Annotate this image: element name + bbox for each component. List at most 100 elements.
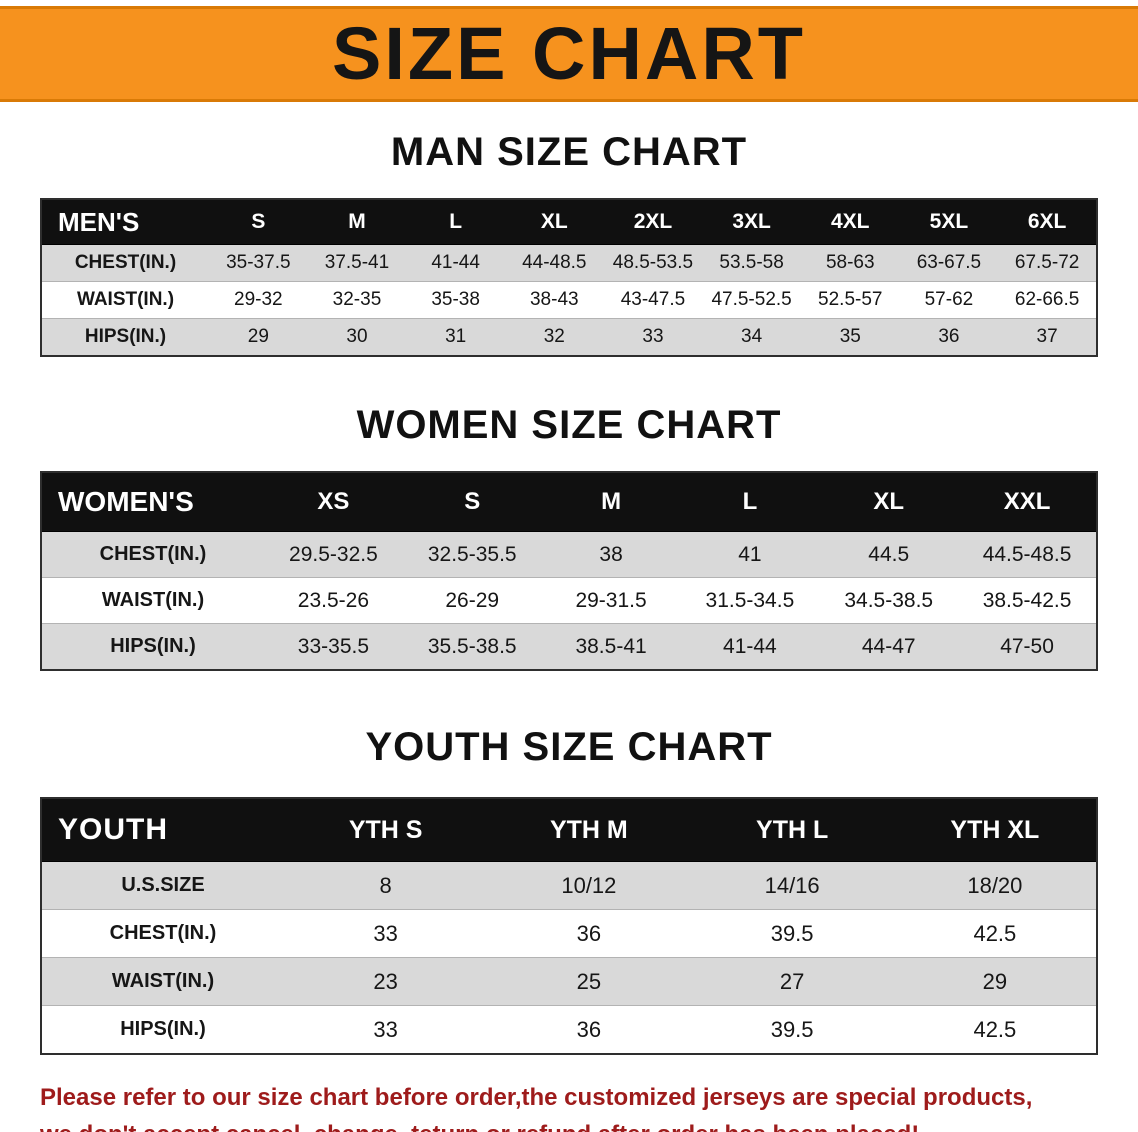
size-value-cell: 29 <box>209 318 308 357</box>
size-value-cell: 33 <box>284 1005 488 1055</box>
row-label-cell: HIPS(IN.) <box>41 1005 284 1055</box>
size-value-cell: 44.5-48.5 <box>958 531 1097 578</box>
size-column-header: L <box>680 472 820 532</box>
men-section-heading: MAN SIZE CHART <box>390 130 748 174</box>
size-value-cell: 42.5 <box>893 909 1097 958</box>
size-value-cell: 47.5-52.5 <box>702 281 801 319</box>
measurement-row: CHEST(IN.) 35-37.5 37.5-41 41-44 44-48.5 48.5… <box>41 244 1097 282</box>
size-value-cell: 29-31.5 <box>541 577 681 624</box>
size-value-cell: 30 <box>307 318 407 357</box>
men-size-table: MEN'S S M L XL 2XL 3XL 4XL 5XL 6XL CHEST(IN.) 35-37… <box>40 198 1098 357</box>
size-column-header: XL <box>819 472 959 532</box>
size-value-cell: 41-44 <box>680 623 820 671</box>
size-value-cell: 37 <box>998 318 1097 357</box>
size-value-cell: 52.5-57 <box>800 281 900 319</box>
size-value-cell: 44-48.5 <box>504 244 604 282</box>
size-column-header: YTH L <box>690 798 894 862</box>
size-column-header: S <box>402 472 542 532</box>
size-value-cell: 38.5-42.5 <box>958 577 1097 624</box>
measurement-row: U.S.SIZE 8 10/12 14/16 18/20 <box>41 861 1097 910</box>
table-title-cell: MEN'S <box>41 199 209 245</box>
size-value-cell: 44.5 <box>819 531 959 578</box>
size-value-cell: 32 <box>504 318 604 357</box>
size-value-cell: 23 <box>284 957 488 1006</box>
size-value-cell: 18/20 <box>893 861 1097 910</box>
measurement-row: HIPS(IN.) 33-35.5 35.5-38.5 38.5-41 41-44 44-… <box>41 623 1097 671</box>
banner: SIZE CHART <box>0 6 1138 102</box>
size-value-cell: 26-29 <box>402 577 542 624</box>
size-value-cell: 33 <box>284 909 488 958</box>
size-value-cell: 48.5-53.5 <box>603 244 703 282</box>
size-value-cell: 38.5-41 <box>541 623 681 671</box>
size-value-cell: 35-38 <box>406 281 505 319</box>
size-column-header: XL <box>504 199 604 245</box>
size-value-cell: 39.5 <box>690 1005 894 1055</box>
size-value-cell: 42.5 <box>893 1005 1097 1055</box>
size-value-cell: 31.5-34.5 <box>680 577 820 624</box>
size-value-cell: 67.5-72 <box>998 244 1097 282</box>
size-value-cell: 36 <box>487 1005 691 1055</box>
youth-size-table: YOUTH YTH S YTH M YTH L YTH XL U.S.SIZE 8 10/12… <box>40 797 1098 1055</box>
size-value-cell: 32.5-35.5 <box>402 531 542 578</box>
size-value-cell: 41-44 <box>406 244 505 282</box>
table-header-row: YOUTH YTH S YTH M YTH L YTH XL <box>41 798 1097 862</box>
size-value-cell: 33 <box>603 318 703 357</box>
size-value-cell: 35.5-38.5 <box>402 623 542 671</box>
size-value-cell: 35 <box>800 318 900 357</box>
table-header-row: MEN'S S M L XL 2XL 3XL 4XL 5XL 6XL <box>41 199 1097 245</box>
page-title: SIZE CHART <box>332 12 806 95</box>
row-label-cell: WAIST(IN.) <box>41 577 264 624</box>
size-column-header: 3XL <box>702 199 801 245</box>
measurement-row: HIPS(IN.) 33 36 39.5 42.5 <box>41 1005 1097 1055</box>
women-size-table: WOMEN'S XS S M L XL XXL CHEST(IN.) 29.5-32.5 32.5… <box>40 471 1098 671</box>
size-value-cell: 8 <box>284 861 488 910</box>
size-column-header: XXL <box>958 472 1097 532</box>
table-title-cell: WOMEN'S <box>41 472 264 532</box>
size-value-cell: 33-35.5 <box>264 623 403 671</box>
table-header-row: WOMEN'S XS S M L XL XXL <box>41 472 1097 532</box>
size-column-header: L <box>406 199 505 245</box>
size-value-cell: 41 <box>680 531 820 578</box>
measurement-row: WAIST(IN.) 29-32 32-35 35-38 38-43 43-47.5 47.… <box>41 281 1097 319</box>
size-value-cell: 63-67.5 <box>899 244 999 282</box>
size-column-header: 2XL <box>603 199 703 245</box>
size-column-header: S <box>209 199 308 245</box>
measurement-row: CHEST(IN.) 29.5-32.5 32.5-35.5 38 41 44.5 44.5… <box>41 531 1097 578</box>
size-value-cell: 58-63 <box>800 244 900 282</box>
size-value-cell: 62-66.5 <box>998 281 1097 319</box>
size-value-cell: 37.5-41 <box>307 244 407 282</box>
size-value-cell: 27 <box>690 957 894 1006</box>
size-value-cell: 39.5 <box>690 909 894 958</box>
size-value-cell: 44-47 <box>819 623 959 671</box>
size-value-cell: 10/12 <box>487 861 691 910</box>
row-label-cell: CHEST(IN.) <box>41 244 209 282</box>
size-value-cell: 29-32 <box>209 281 308 319</box>
size-value-cell: 14/16 <box>690 861 894 910</box>
size-column-header: YTH M <box>487 798 691 862</box>
size-value-cell: 25 <box>487 957 691 1006</box>
size-value-cell: 35-37.5 <box>209 244 308 282</box>
size-value-cell: 43-47.5 <box>603 281 703 319</box>
size-value-cell: 57-62 <box>899 281 999 319</box>
size-column-header: YTH S <box>284 798 488 862</box>
women-size-section: WOMEN SIZE CHART WOMEN'S XS S M L XL XXL CHEST(… <box>0 401 1138 671</box>
measurement-row: WAIST(IN.) 23.5-26 26-29 29-31.5 31.5-34.5 34… <box>41 577 1097 624</box>
table-title-cell: YOUTH <box>41 798 284 862</box>
size-value-cell: 36 <box>487 909 691 958</box>
size-value-cell: 36 <box>899 318 999 357</box>
row-label-cell: U.S.SIZE <box>41 861 284 910</box>
size-value-cell: 38 <box>541 531 681 578</box>
footer-line-1: Please refer to our size chart before or… <box>40 1084 1033 1111</box>
size-value-cell: 34 <box>702 318 801 357</box>
size-column-header: 5XL <box>899 199 999 245</box>
size-chart-page: SIZE CHART MAN SIZE CHART MEN'S S M L XL 2XL 3… <box>0 6 1138 1132</box>
row-label-cell: HIPS(IN.) <box>41 623 264 671</box>
row-label-cell: CHEST(IN.) <box>41 531 264 578</box>
size-value-cell: 47-50 <box>958 623 1097 671</box>
size-value-cell: 53.5-58 <box>702 244 801 282</box>
youth-section-heading: YOUTH SIZE CHART <box>365 725 773 769</box>
size-column-header: XS <box>264 472 403 532</box>
size-column-header: 4XL <box>800 199 900 245</box>
youth-size-section: YOUTH SIZE CHART YOUTH YTH S YTH M YTH L YTH… <box>0 723 1138 1055</box>
size-column-header: 6XL <box>998 199 1097 245</box>
